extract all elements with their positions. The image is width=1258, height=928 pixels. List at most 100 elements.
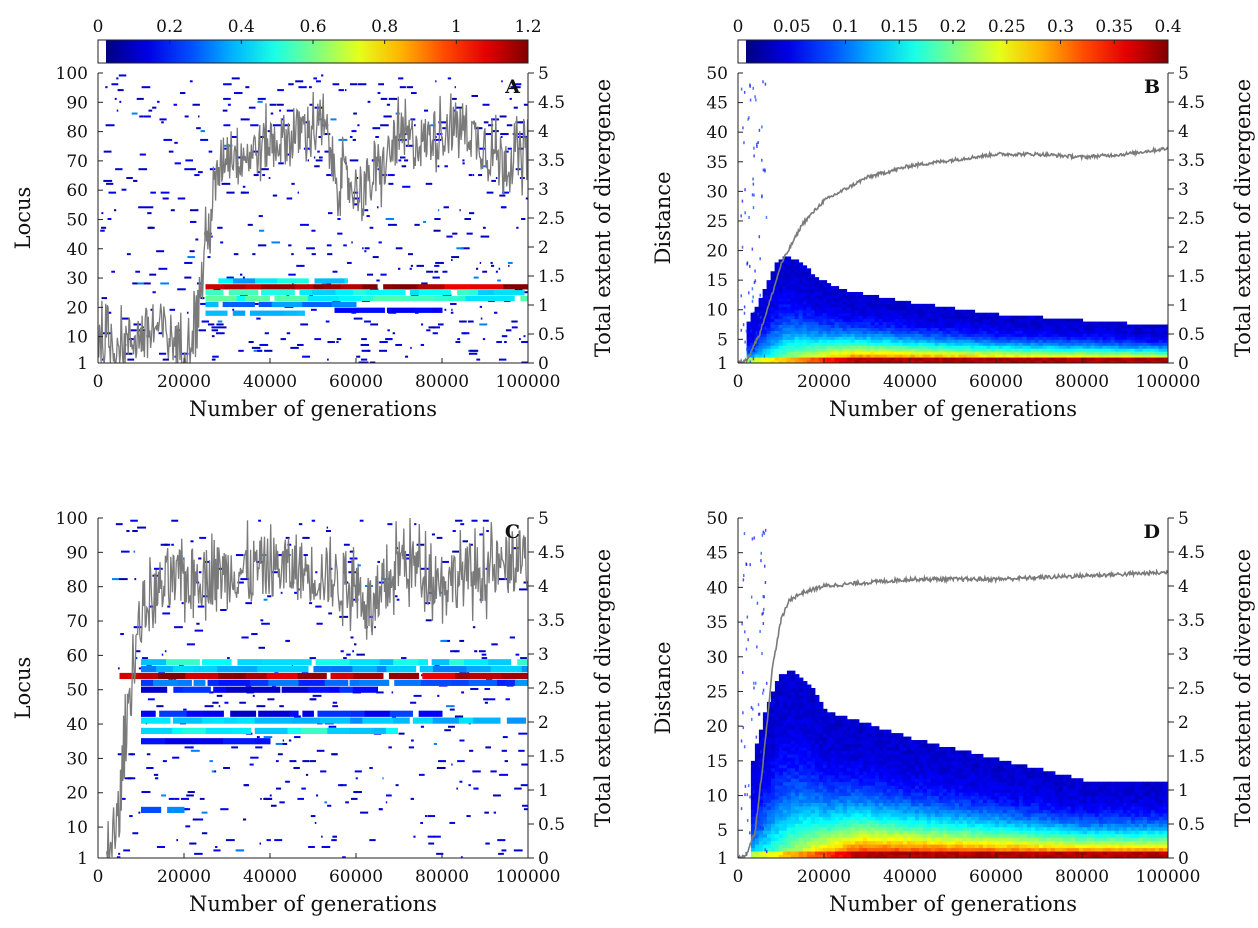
speckle-mark — [247, 223, 253, 226]
heat-cell — [1046, 339, 1052, 343]
heat-cell — [782, 351, 788, 355]
heat-cell — [766, 809, 772, 814]
speckle-mark — [398, 159, 402, 162]
colorbar-tick-label: 0.2 — [156, 17, 183, 37]
heat-cell — [830, 345, 836, 349]
heat-cell — [990, 360, 996, 363]
speckle-mark — [451, 308, 453, 311]
heat-cell — [814, 743, 820, 748]
heat-cell — [762, 774, 768, 779]
heat-cell — [1166, 357, 1168, 361]
heat-cell — [950, 324, 956, 328]
speckle-mark — [173, 103, 178, 106]
speckle-mark — [745, 329, 748, 333]
heat-cell — [1050, 360, 1056, 363]
speckle-mark — [311, 229, 316, 232]
heat-cell — [1086, 321, 1092, 326]
heat-cell — [774, 719, 780, 724]
heat-cell — [766, 289, 772, 293]
speckle-mark — [423, 220, 427, 223]
band-segment — [213, 686, 227, 693]
heat-cell — [926, 309, 932, 314]
heat-cell — [906, 309, 912, 314]
heat-cell — [790, 283, 796, 287]
speckle-mark — [282, 742, 288, 745]
heat-cell — [982, 360, 988, 363]
speckle-mark — [409, 267, 412, 270]
bands-layer — [205, 278, 528, 316]
speckle-mark — [395, 784, 399, 787]
speckle-mark — [433, 835, 441, 838]
heat-cell — [774, 345, 780, 349]
heat-cell — [986, 354, 992, 358]
heat-cell — [834, 753, 840, 758]
heat-cell — [1010, 330, 1016, 334]
heat-cell — [842, 733, 848, 738]
speckle-mark — [259, 229, 265, 232]
heat-cell — [822, 294, 828, 299]
colorbar-tick-label: 0.4 — [228, 17, 255, 37]
heat-cell — [798, 823, 804, 828]
heat-cell — [818, 712, 824, 717]
heat-cell — [798, 753, 804, 758]
heat-cell — [802, 826, 808, 831]
heat-cell — [758, 837, 764, 842]
heat-cell — [806, 291, 812, 296]
band-segment — [283, 310, 298, 316]
heat-cell — [762, 351, 768, 355]
speckle-mark — [344, 89, 347, 92]
heat-cell — [1146, 348, 1152, 352]
speckle-mark — [147, 698, 155, 701]
heat-cell — [1022, 327, 1028, 331]
heat-cell — [786, 256, 792, 260]
colorbar-tick-label: 0.2 — [939, 17, 966, 37]
heat-cell — [758, 336, 764, 340]
heat-cell — [758, 736, 764, 741]
heat-cell — [910, 303, 916, 308]
heat-cell — [1150, 336, 1156, 340]
heat-cell — [870, 306, 876, 311]
heat-cell — [854, 757, 860, 762]
heat-cell — [966, 345, 972, 349]
heat-cell — [750, 771, 756, 776]
heat-cell — [858, 781, 864, 786]
heat-cell — [794, 792, 800, 797]
speckle-mark — [211, 235, 213, 238]
heat-cell — [782, 826, 788, 831]
heat-cell — [846, 719, 852, 724]
heat-cell — [846, 291, 852, 296]
speckle-mark — [494, 311, 498, 314]
heat-cell — [886, 342, 892, 346]
heat-cell — [874, 312, 880, 317]
heat-cell — [750, 336, 756, 340]
heat-cell — [882, 312, 888, 317]
heat-cell — [974, 348, 980, 352]
band-segment — [464, 659, 489, 666]
heat-cell — [846, 746, 852, 751]
heat-cell — [934, 348, 940, 352]
speckle-mark — [481, 657, 488, 660]
heat-cell — [1034, 357, 1040, 361]
heat-cell — [850, 799, 856, 803]
heat-cell — [798, 743, 804, 748]
heat-cell — [810, 781, 816, 786]
heat-cell — [962, 351, 968, 355]
speckle-mark — [752, 182, 755, 186]
heat-cell — [782, 837, 788, 842]
heat-cell — [830, 816, 836, 821]
heat-cell — [834, 729, 840, 734]
heat-cell — [754, 830, 760, 835]
band-segment — [334, 307, 359, 313]
heat-cell — [1118, 360, 1124, 363]
heat-cell — [762, 788, 768, 793]
heat-cell — [1058, 354, 1064, 358]
speckle-mark — [377, 92, 381, 95]
speckle-mark — [277, 89, 284, 92]
x-tick-label: 100000 — [496, 372, 561, 392]
band-segment — [352, 686, 378, 693]
band-segment — [308, 686, 330, 693]
band-segment — [178, 679, 192, 686]
heat-cell — [826, 294, 832, 299]
heat-cell — [786, 330, 792, 334]
speckle-mark — [314, 165, 320, 168]
